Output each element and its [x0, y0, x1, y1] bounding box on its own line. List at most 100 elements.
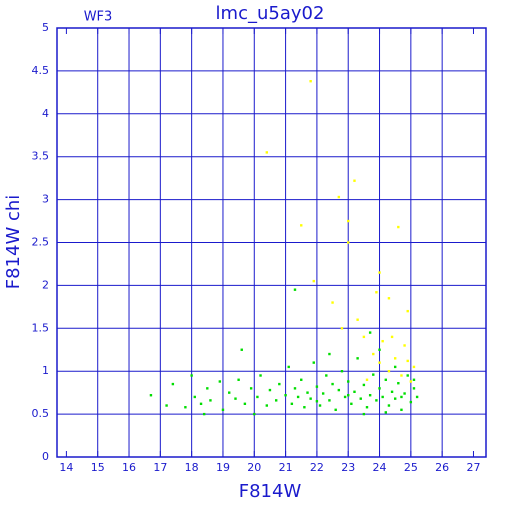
point — [384, 378, 387, 381]
point — [249, 387, 253, 390]
point — [300, 224, 303, 227]
point — [378, 348, 381, 351]
point — [312, 279, 315, 283]
point — [296, 395, 300, 399]
point — [184, 406, 187, 409]
point — [347, 394, 350, 397]
point — [312, 361, 315, 364]
point — [409, 400, 413, 404]
point — [221, 408, 225, 412]
point — [290, 402, 294, 406]
x-tick-label: 24 — [373, 461, 387, 474]
point — [228, 391, 231, 394]
point — [209, 399, 212, 402]
y-tick-label: 3.5 — [32, 150, 50, 163]
point — [356, 357, 359, 360]
point — [406, 309, 409, 313]
point — [334, 408, 337, 412]
point — [372, 373, 375, 376]
point — [337, 388, 341, 392]
point — [165, 404, 168, 407]
point — [347, 241, 350, 244]
point — [306, 391, 309, 394]
point — [362, 412, 366, 416]
y-tick-label: 1.5 — [32, 321, 50, 334]
x-tick-label: 27 — [466, 461, 480, 474]
y-axis-label: F814W chi — [3, 195, 24, 290]
point — [365, 406, 369, 409]
point — [347, 380, 350, 383]
point — [412, 378, 416, 381]
point — [234, 397, 237, 400]
point — [328, 399, 331, 402]
point — [368, 331, 372, 334]
point — [293, 387, 297, 390]
point — [315, 385, 319, 388]
point — [412, 365, 416, 369]
y-tick-label: 1 — [42, 364, 49, 377]
point — [303, 406, 306, 409]
point — [193, 395, 196, 399]
point — [321, 392, 325, 395]
x-tick-label: 23 — [341, 461, 355, 474]
point — [149, 394, 153, 397]
x-tick-label: 22 — [310, 461, 324, 474]
point — [340, 370, 344, 373]
point — [397, 225, 400, 229]
point — [190, 374, 193, 377]
point — [325, 374, 328, 377]
x-tick-label: 18 — [185, 461, 199, 474]
y-tick-label: 0 — [42, 450, 49, 463]
point — [381, 339, 384, 343]
point — [375, 291, 378, 294]
point — [365, 378, 369, 381]
point — [202, 412, 206, 416]
point — [265, 404, 269, 407]
point — [353, 179, 356, 182]
point — [406, 374, 409, 377]
point — [259, 374, 262, 377]
point — [406, 359, 409, 363]
point — [274, 399, 278, 402]
point — [400, 408, 403, 412]
point — [328, 352, 331, 356]
point — [375, 399, 378, 402]
point — [403, 344, 406, 347]
point — [284, 394, 287, 397]
point — [412, 387, 416, 390]
x-tick-label: 19 — [216, 461, 230, 474]
point — [372, 352, 375, 356]
point — [400, 395, 403, 399]
y-tick-label: 2 — [42, 278, 49, 291]
point — [171, 382, 175, 386]
point — [390, 335, 394, 339]
y-tick-label: 2.5 — [32, 236, 50, 249]
point — [393, 397, 397, 400]
point — [243, 402, 247, 406]
plot-frame — [56, 27, 487, 458]
point — [368, 394, 372, 397]
point — [206, 387, 209, 390]
point — [240, 348, 243, 351]
point — [393, 365, 397, 369]
point — [253, 412, 256, 416]
point — [340, 327, 344, 330]
point — [237, 378, 240, 381]
point — [362, 335, 366, 339]
x-tick-label: 20 — [247, 461, 261, 474]
point — [337, 195, 341, 199]
y-tick-label: 4 — [42, 107, 49, 120]
point — [265, 151, 269, 154]
x-tick-label: 17 — [153, 461, 167, 474]
x-tick-label: 16 — [122, 461, 136, 474]
point — [387, 404, 391, 407]
point — [381, 395, 384, 399]
point — [318, 404, 322, 407]
point — [409, 380, 413, 383]
point — [384, 411, 387, 414]
point — [397, 382, 400, 385]
point — [331, 301, 334, 304]
point — [300, 378, 303, 381]
point — [343, 395, 347, 399]
point — [359, 397, 362, 400]
